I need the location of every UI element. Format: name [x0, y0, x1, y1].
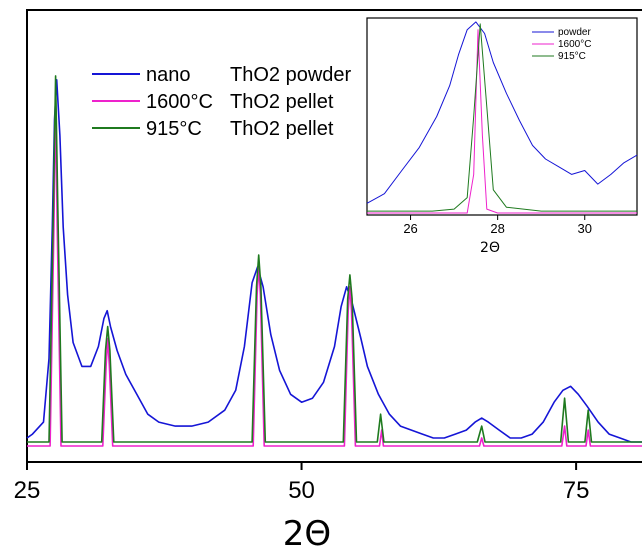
inset-x-tick-label-0: 26 [403, 221, 417, 236]
inset-series-line-0 [366, 21, 638, 204]
inset-series-line-2 [367, 23, 637, 212]
main-x-axis-title: 2Θ [283, 514, 331, 554]
legend-label-1600-b: ThO2 pellet [230, 91, 334, 113]
main-x-tick-label-0: 25 [14, 477, 41, 504]
main-series-line-0 [26, 79, 642, 443]
main-plot-frame [26, 9, 642, 463]
inset-x-axis-title: 2Θ [480, 240, 500, 256]
legend-entry-nano: nano ThO2 powder [92, 64, 352, 86]
inset-x-axis: 26 28 30 [403, 215, 592, 236]
legend-label-915-b: ThO2 pellet [230, 118, 334, 140]
inset-legend: powder 1600°C 915°C [532, 27, 591, 62]
legend-label-nano-a: nano [146, 64, 191, 86]
inset-x-tick-label-2: 30 [578, 221, 592, 236]
legend-entry-915: 915°C ThO2 pellet [92, 118, 334, 140]
main-x-tick-label-1: 50 [288, 477, 315, 504]
inset-legend-label-915: 915°C [558, 51, 586, 62]
inset-chart: 26 28 30 powder 1600°C 915°C 2Θ [366, 17, 638, 256]
legend-label-nano-b: ThO2 powder [230, 64, 352, 86]
legend-label-915-a: 915°C [146, 118, 202, 140]
inset-x-tick-label-1: 28 [490, 221, 504, 236]
main-x-axis: 25 50 75 [14, 462, 590, 504]
main-series-line-2 [27, 75, 642, 443]
main-legend: nano ThO2 powder 1600°C ThO2 pellet 915°… [92, 64, 352, 140]
inset-legend-label-powder: powder [558, 27, 591, 38]
legend-label-1600-a: 1600°C [146, 91, 213, 113]
legend-entry-1600: 1600°C ThO2 pellet [92, 91, 334, 113]
main-series-line-1 [27, 98, 642, 447]
main-x-tick-label-2: 75 [563, 477, 590, 504]
inset-legend-label-1600: 1600°C [558, 39, 591, 50]
inset-series-line-1 [367, 29, 637, 214]
main-series-group [26, 75, 642, 447]
inset-background [366, 17, 638, 216]
inset-series-group [366, 21, 638, 214]
